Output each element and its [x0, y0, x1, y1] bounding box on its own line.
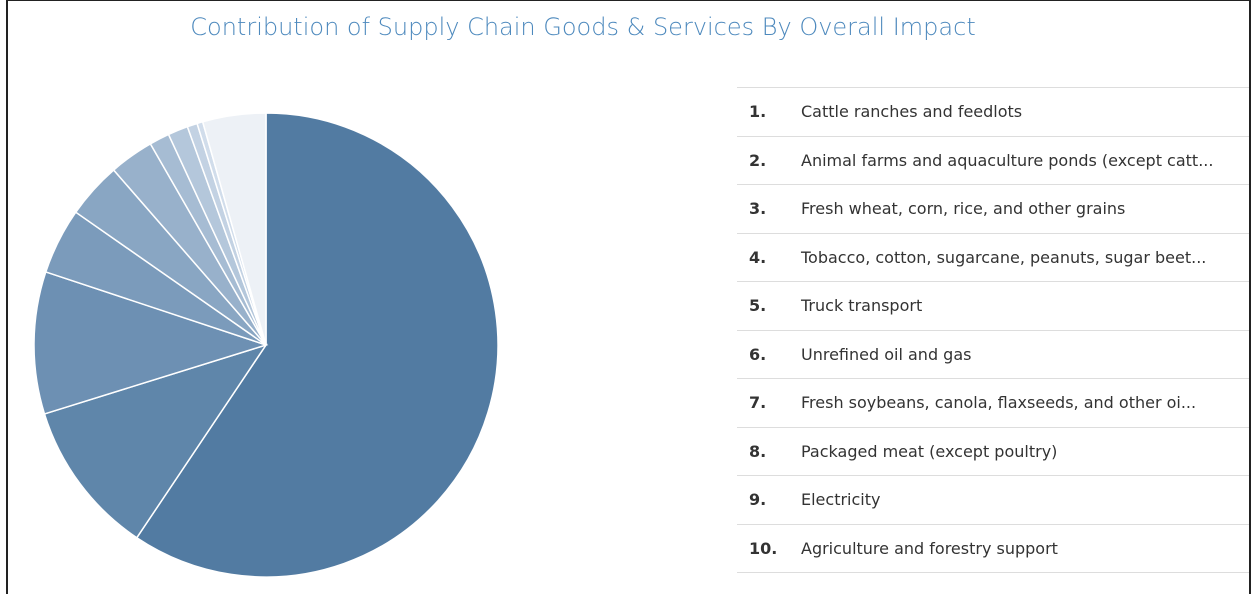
legend-rank: 3. — [749, 199, 767, 219]
legend-row: 5. Truck transport — [737, 282, 1249, 331]
legend-row: 1. Cattle ranches and feedlots — [737, 88, 1249, 137]
legend: 1. Cattle ranches and feedlots 2. Animal fa… — [737, 87, 1249, 573]
pie-slice — [33, 270, 269, 415]
legend-rank: 2. — [749, 150, 767, 170]
legend-label: Truck transport — [801, 296, 923, 316]
legend-label: Agriculture and forestry support — [801, 538, 1058, 558]
legend-rank: 6. — [749, 344, 767, 364]
legend-rank: 10. — [749, 538, 778, 558]
pie-slice — [43, 343, 268, 539]
legend-row: 10. Agriculture and forestry support — [737, 525, 1249, 573]
legend-row: 8. Packaged meat (except poultry) — [737, 428, 1249, 476]
legend-label: Cattle ranches and feedlots — [801, 102, 1023, 122]
legend-label: Animal farms and aquaculture ponds (exce… — [801, 150, 1214, 170]
legend-label: Fresh soybeans, canola, flaxseeds, and o… — [801, 393, 1197, 413]
legend-rank: 9. — [749, 490, 767, 510]
page: Contribution of Supply Chain Goods & Ser… — [6, 0, 1251, 594]
legend-row: 3. Fresh wheat, corn, rice, and other gra… — [737, 185, 1249, 234]
legend-rank: 4. — [749, 247, 767, 267]
legend-label: Unrefined oil and gas — [801, 344, 972, 364]
pie-chart — [33, 112, 499, 578]
legend-label: Electricity — [801, 490, 881, 510]
pie-slice — [201, 112, 267, 346]
legend-rank: 5. — [749, 296, 767, 316]
legend-label: Fresh wheat, corn, rice, and other grain… — [801, 199, 1126, 219]
legend-rank: 7. — [749, 393, 767, 413]
legend-rank: 8. — [749, 441, 767, 461]
legend-rank: 1. — [749, 102, 767, 122]
pie-slice — [135, 112, 499, 578]
legend-row: 4. Tobacco, cotton, sugarcane, peanuts, s… — [737, 234, 1249, 282]
legend-row: 9. Electricity — [737, 476, 1249, 525]
legend-label: Tobacco, cotton, sugarcane, peanuts, sug… — [801, 247, 1207, 267]
legend-label: Packaged meat (except poultry) — [801, 441, 1058, 461]
legend-row: 6. Unrefined oil and gas — [737, 331, 1249, 379]
legend-row: 7. Fresh soybeans, canola, flaxseeds, and… — [737, 379, 1249, 428]
legend-row: 2. Animal farms and aquaculture ponds (ex… — [737, 137, 1249, 185]
chart-title: Contribution of Supply Chain Goods & Ser… — [190, 13, 976, 41]
